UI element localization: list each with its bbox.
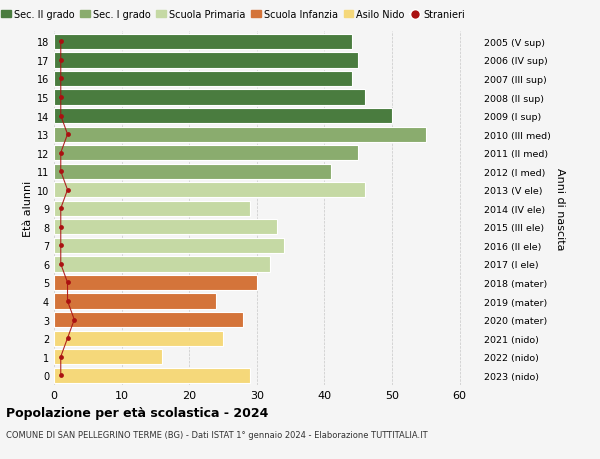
Bar [54, 72, 352, 87]
Point [63, 335, 73, 342]
Point [56, 242, 65, 250]
Point [70, 316, 79, 324]
Bar [54, 349, 162, 364]
Point [56, 353, 65, 361]
Point [56, 150, 65, 157]
Bar [54, 53, 358, 68]
Y-axis label: Anni di nascita: Anni di nascita [555, 168, 565, 250]
Bar [54, 257, 271, 272]
Bar [54, 201, 250, 217]
Bar [54, 35, 352, 50]
Bar [54, 183, 365, 198]
Bar [54, 294, 216, 309]
Point [56, 224, 65, 231]
Bar [54, 164, 331, 179]
Point [56, 76, 65, 83]
Point [63, 298, 73, 305]
Bar [54, 220, 277, 235]
Point [56, 261, 65, 268]
Point [63, 131, 73, 139]
Bar [54, 312, 244, 327]
Point [56, 205, 65, 213]
Point [56, 112, 65, 120]
Point [56, 57, 65, 64]
Bar [54, 109, 392, 124]
Point [56, 372, 65, 379]
Point [63, 187, 73, 194]
Bar [54, 238, 284, 253]
Bar [54, 368, 250, 383]
Point [56, 94, 65, 101]
Bar [54, 90, 365, 106]
Y-axis label: Età alunni: Età alunni [23, 181, 32, 237]
Bar [54, 146, 358, 161]
Text: COMUNE DI SAN PELLEGRINO TERME (BG) - Dati ISTAT 1° gennaio 2024 - Elaborazione : COMUNE DI SAN PELLEGRINO TERME (BG) - Da… [6, 431, 428, 440]
Text: Popolazione per età scolastica - 2024: Popolazione per età scolastica - 2024 [6, 406, 268, 419]
Bar [54, 127, 426, 142]
Point [56, 168, 65, 175]
Point [63, 279, 73, 286]
Bar [54, 331, 223, 346]
Legend: Sec. II grado, Sec. I grado, Scuola Primaria, Scuola Infanzia, Asilo Nido, Stran: Sec. II grado, Sec. I grado, Scuola Prim… [1, 10, 465, 20]
Point [56, 39, 65, 46]
Bar [54, 275, 257, 291]
